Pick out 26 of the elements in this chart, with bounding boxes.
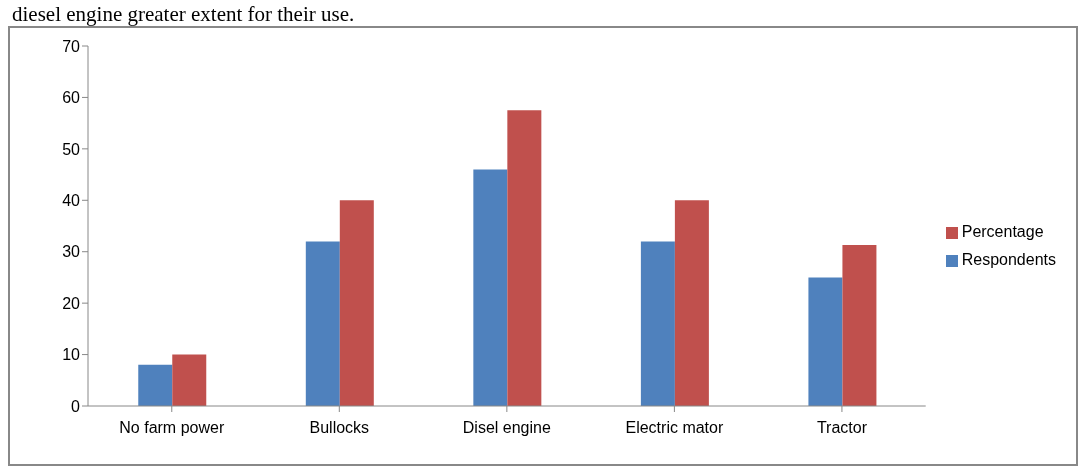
bar: [842, 245, 877, 406]
y-tick-label: 60: [62, 89, 81, 107]
bar: [808, 277, 843, 406]
y-tick-label: 20: [62, 294, 81, 312]
y-tick-label: 0: [71, 397, 81, 415]
bar: [640, 241, 675, 406]
x-tick-label: Electric mator: [625, 419, 724, 437]
legend-label: Respondents: [961, 251, 1056, 268]
bar: [172, 354, 207, 406]
y-tick-label: 50: [62, 140, 81, 158]
x-tick-label: No farm power: [119, 419, 225, 437]
y-tick-label: 70: [62, 37, 81, 55]
legend-label: Percentage: [961, 223, 1044, 240]
text: diesel engine greater extent for their use.: [11, 2, 356, 26]
bar: [473, 169, 508, 406]
bar: [305, 241, 340, 406]
bar: [339, 200, 374, 406]
y-tick-label: 10: [62, 346, 81, 364]
x-tick-label: Bullocks: [309, 419, 370, 437]
y-tick-label: 40: [62, 191, 81, 209]
x-tick-label: Disel engine: [462, 419, 551, 437]
y-tick-label: 30: [62, 243, 81, 261]
bar: [138, 364, 173, 406]
bar: [674, 200, 709, 406]
bar: [507, 110, 542, 406]
x-tick-label: Tractor: [816, 419, 868, 437]
